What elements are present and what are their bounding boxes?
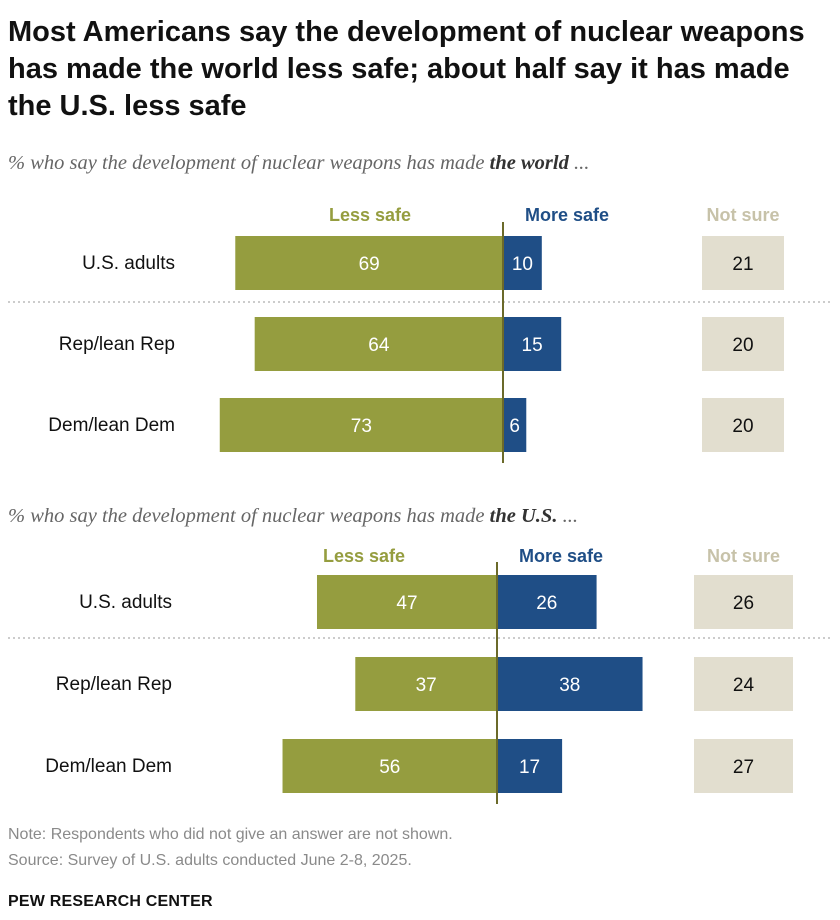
panel-2-bar-more-safe xyxy=(497,575,597,629)
panel-2-value-more-safe: 38 xyxy=(559,675,580,696)
org-logo-text: PEW RESEARCH CENTER xyxy=(8,893,213,910)
panel-1-box-not-sure xyxy=(702,236,784,290)
panel-2-bar-less-safe xyxy=(282,739,497,793)
note-text: Note: Respondents who did not give an an… xyxy=(8,826,453,843)
panel-1-value-more-safe: 15 xyxy=(522,335,543,356)
panel-2-legend-less-safe: Less safe xyxy=(323,546,405,566)
panel-2-box-not-sure xyxy=(694,575,793,629)
panel-2-row-label: U.S. adults xyxy=(79,592,172,613)
subtitle-us-pre: % who say the development of nuclear wea… xyxy=(8,505,490,527)
panel-1-bar-less-safe xyxy=(254,317,503,371)
panel-2-value-not-sure: 24 xyxy=(733,675,755,696)
panel-2-value-more-safe: 26 xyxy=(536,593,557,614)
panel-2-value-more-safe: 17 xyxy=(519,757,540,778)
panel-2-box-not-sure xyxy=(694,657,793,711)
chart-title: Most Americans say the development of nu… xyxy=(8,16,805,122)
panel-1-value-less-safe: 69 xyxy=(359,254,380,275)
panel-2-bar-less-safe xyxy=(316,575,497,629)
panel-1-bar-more-safe xyxy=(503,398,527,452)
panel-1-bar-less-safe xyxy=(219,398,503,452)
panel-1-row-label: Rep/lean Rep xyxy=(59,334,175,355)
subtitle-us-emphasis: the U.S. xyxy=(489,505,558,527)
panel-1-bar-more-safe xyxy=(503,317,562,371)
panel-2-value-less-safe: 37 xyxy=(416,675,437,696)
panel-1-bar-more-safe xyxy=(503,236,542,290)
panel-1-value-not-sure: 20 xyxy=(732,416,753,437)
panel-1-value-not-sure: 21 xyxy=(732,254,753,275)
panel-1-value-not-sure: 20 xyxy=(732,335,753,356)
panel-2-bar-more-safe xyxy=(497,657,643,711)
panel-1-value-more-safe: 10 xyxy=(512,254,533,275)
panel-2-value-less-safe: 47 xyxy=(396,593,417,614)
panel-2-value-less-safe: 56 xyxy=(379,757,400,778)
panel-2-value-not-sure: 27 xyxy=(733,757,754,778)
panel-2-legend-more-safe: More safe xyxy=(519,546,603,566)
subtitle-world-emphasis: the world xyxy=(489,152,569,174)
subtitle-us-post: ... xyxy=(557,505,578,527)
subtitle-world-pre: % who say the development of nuclear wea… xyxy=(8,152,490,174)
panel-2-legend-not-sure: Not sure xyxy=(707,546,780,566)
subtitle-world-post: ... xyxy=(568,152,590,174)
panel-2-box-not-sure xyxy=(694,739,793,793)
panel-1-bar-less-safe xyxy=(235,236,503,290)
panel-2-bar-more-safe xyxy=(497,739,563,793)
panel-1-legend-more-safe: More safe xyxy=(525,205,609,225)
panel-1-box-not-sure xyxy=(702,317,784,371)
panel-1-value-less-safe: 73 xyxy=(351,416,372,437)
panel-1-row-label: U.S. adults xyxy=(82,253,175,274)
source-text: Source: Survey of U.S. adults conducted … xyxy=(8,852,412,869)
panel-2-value-not-sure: 26 xyxy=(733,593,754,614)
panel-1-box-not-sure xyxy=(702,398,784,452)
panel-1-value-more-safe: 6 xyxy=(509,416,520,437)
panel-2-row-label: Dem/lean Dem xyxy=(45,756,172,777)
subtitle-world: % who say the development of nuclear wea… xyxy=(8,152,828,175)
panel-2-row-label: Rep/lean Rep xyxy=(56,674,172,695)
panel-2-bar-less-safe xyxy=(355,657,497,711)
panel-1-value-less-safe: 64 xyxy=(368,335,390,356)
panel-1-legend-not-sure: Not sure xyxy=(706,205,779,225)
panel-1-legend-less-safe: Less safe xyxy=(329,205,411,225)
panel-1-row-label: Dem/lean Dem xyxy=(48,415,175,436)
subtitle-us: % who say the development of nuclear wea… xyxy=(8,505,828,528)
